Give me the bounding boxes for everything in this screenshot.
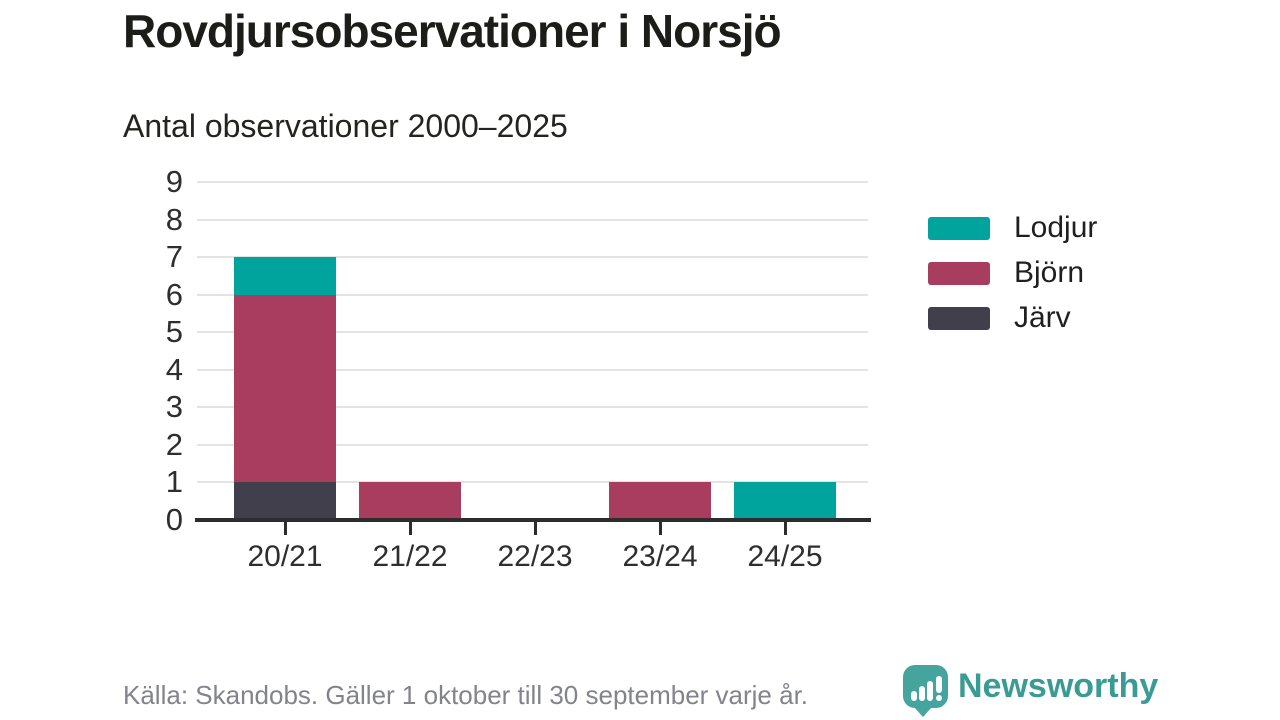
y-tick-label-9: 9 [165, 164, 183, 199]
page-title: Rovdjursobservationer i Norsjö [123, 5, 782, 57]
x-tick-label-24-25: 24/25 [747, 540, 823, 573]
logo-exclamation [936, 676, 942, 701]
gridline-y4 [197, 368, 868, 371]
x-tick-mark-21-22 [408, 522, 412, 535]
legend-label-jrv: Järv [1014, 301, 1071, 334]
x-tick-mark-20-21 [283, 522, 287, 535]
newsworthy-speech-bubble-chart-icon [903, 665, 948, 717]
logo-bars [911, 676, 942, 701]
legend-item-bjrn: Björn [928, 255, 1097, 291]
x-tick-label-21-22: 21/22 [372, 540, 448, 573]
bar-24-25-lodjur [734, 482, 836, 520]
brand-logo: Newsworthy [903, 665, 1159, 717]
y-tick-label-1: 1 [165, 464, 183, 500]
y-tick-label-0: 0 [165, 502, 183, 537]
legend-swatch-jrv [928, 306, 990, 330]
y-tick-label-8: 8 [165, 201, 183, 237]
y-tick-label-2: 2 [165, 426, 183, 462]
logo-exclamation-stick [936, 676, 942, 693]
bar-20-21-jrv [234, 482, 336, 520]
bar-20-21-bjrn [234, 294, 336, 483]
legend-item-lodjur: Lodjur [928, 210, 1097, 246]
y-tick-label-6: 6 [165, 276, 183, 312]
legend-swatch-lodjur [928, 216, 990, 240]
chart-subtitle: Antal observationer 2000–2025 [123, 108, 568, 144]
logo-bar-small [911, 691, 917, 701]
bar-20-21-lodjur [234, 257, 336, 295]
legend: Lodjur Björn Järv [928, 210, 1097, 336]
y-tick-label-4: 4 [165, 351, 183, 387]
legend-label-lodjur: Lodjur [1014, 211, 1098, 244]
logo-bar-large [927, 681, 933, 701]
y-tick-label-7: 7 [165, 239, 183, 275]
legend-label-bjrn: Björn [1014, 256, 1085, 289]
gridline-y2 [197, 443, 868, 446]
logo-bubble-tail [914, 707, 932, 717]
x-axis-ticks [197, 522, 868, 537]
bar-21-22-bjrn [359, 482, 461, 520]
gridline-y1 [197, 481, 868, 484]
source-note: Källa: Skandobs. Gäller 1 oktober till 3… [123, 680, 809, 710]
brand-name: Newsworthy [958, 667, 1159, 705]
y-tick-label-3: 3 [165, 389, 183, 425]
gridline-y3 [197, 406, 868, 409]
x-tick-mark-23-24 [658, 522, 662, 535]
x-axis-labels: 20/21 21/22 22/23 23/24 24/25 [197, 540, 868, 580]
y-tick-label-5: 5 [165, 314, 183, 350]
gridline-y5 [197, 331, 868, 334]
plot-area [197, 181, 868, 520]
x-axis-line [195, 518, 871, 522]
x-tick-label-22-23: 22/23 [497, 540, 573, 573]
gridline-y7 [197, 256, 868, 259]
bar-23-24-bjrn [609, 482, 711, 520]
legend-item-jrv: Järv [928, 300, 1097, 336]
x-tick-mark-22-23 [533, 522, 537, 535]
x-tick-mark-24-25 [783, 522, 787, 535]
legend-swatch-bjrn [928, 261, 990, 285]
gridline-y8 [197, 218, 868, 221]
x-tick-label-23-24: 23/24 [622, 540, 698, 573]
gridline-y9 [197, 181, 868, 183]
gridline-y6 [197, 293, 868, 296]
logo-exclamation-dot [936, 695, 942, 701]
logo-bar-medium [919, 686, 925, 701]
x-tick-label-20-21: 20/21 [247, 540, 323, 573]
